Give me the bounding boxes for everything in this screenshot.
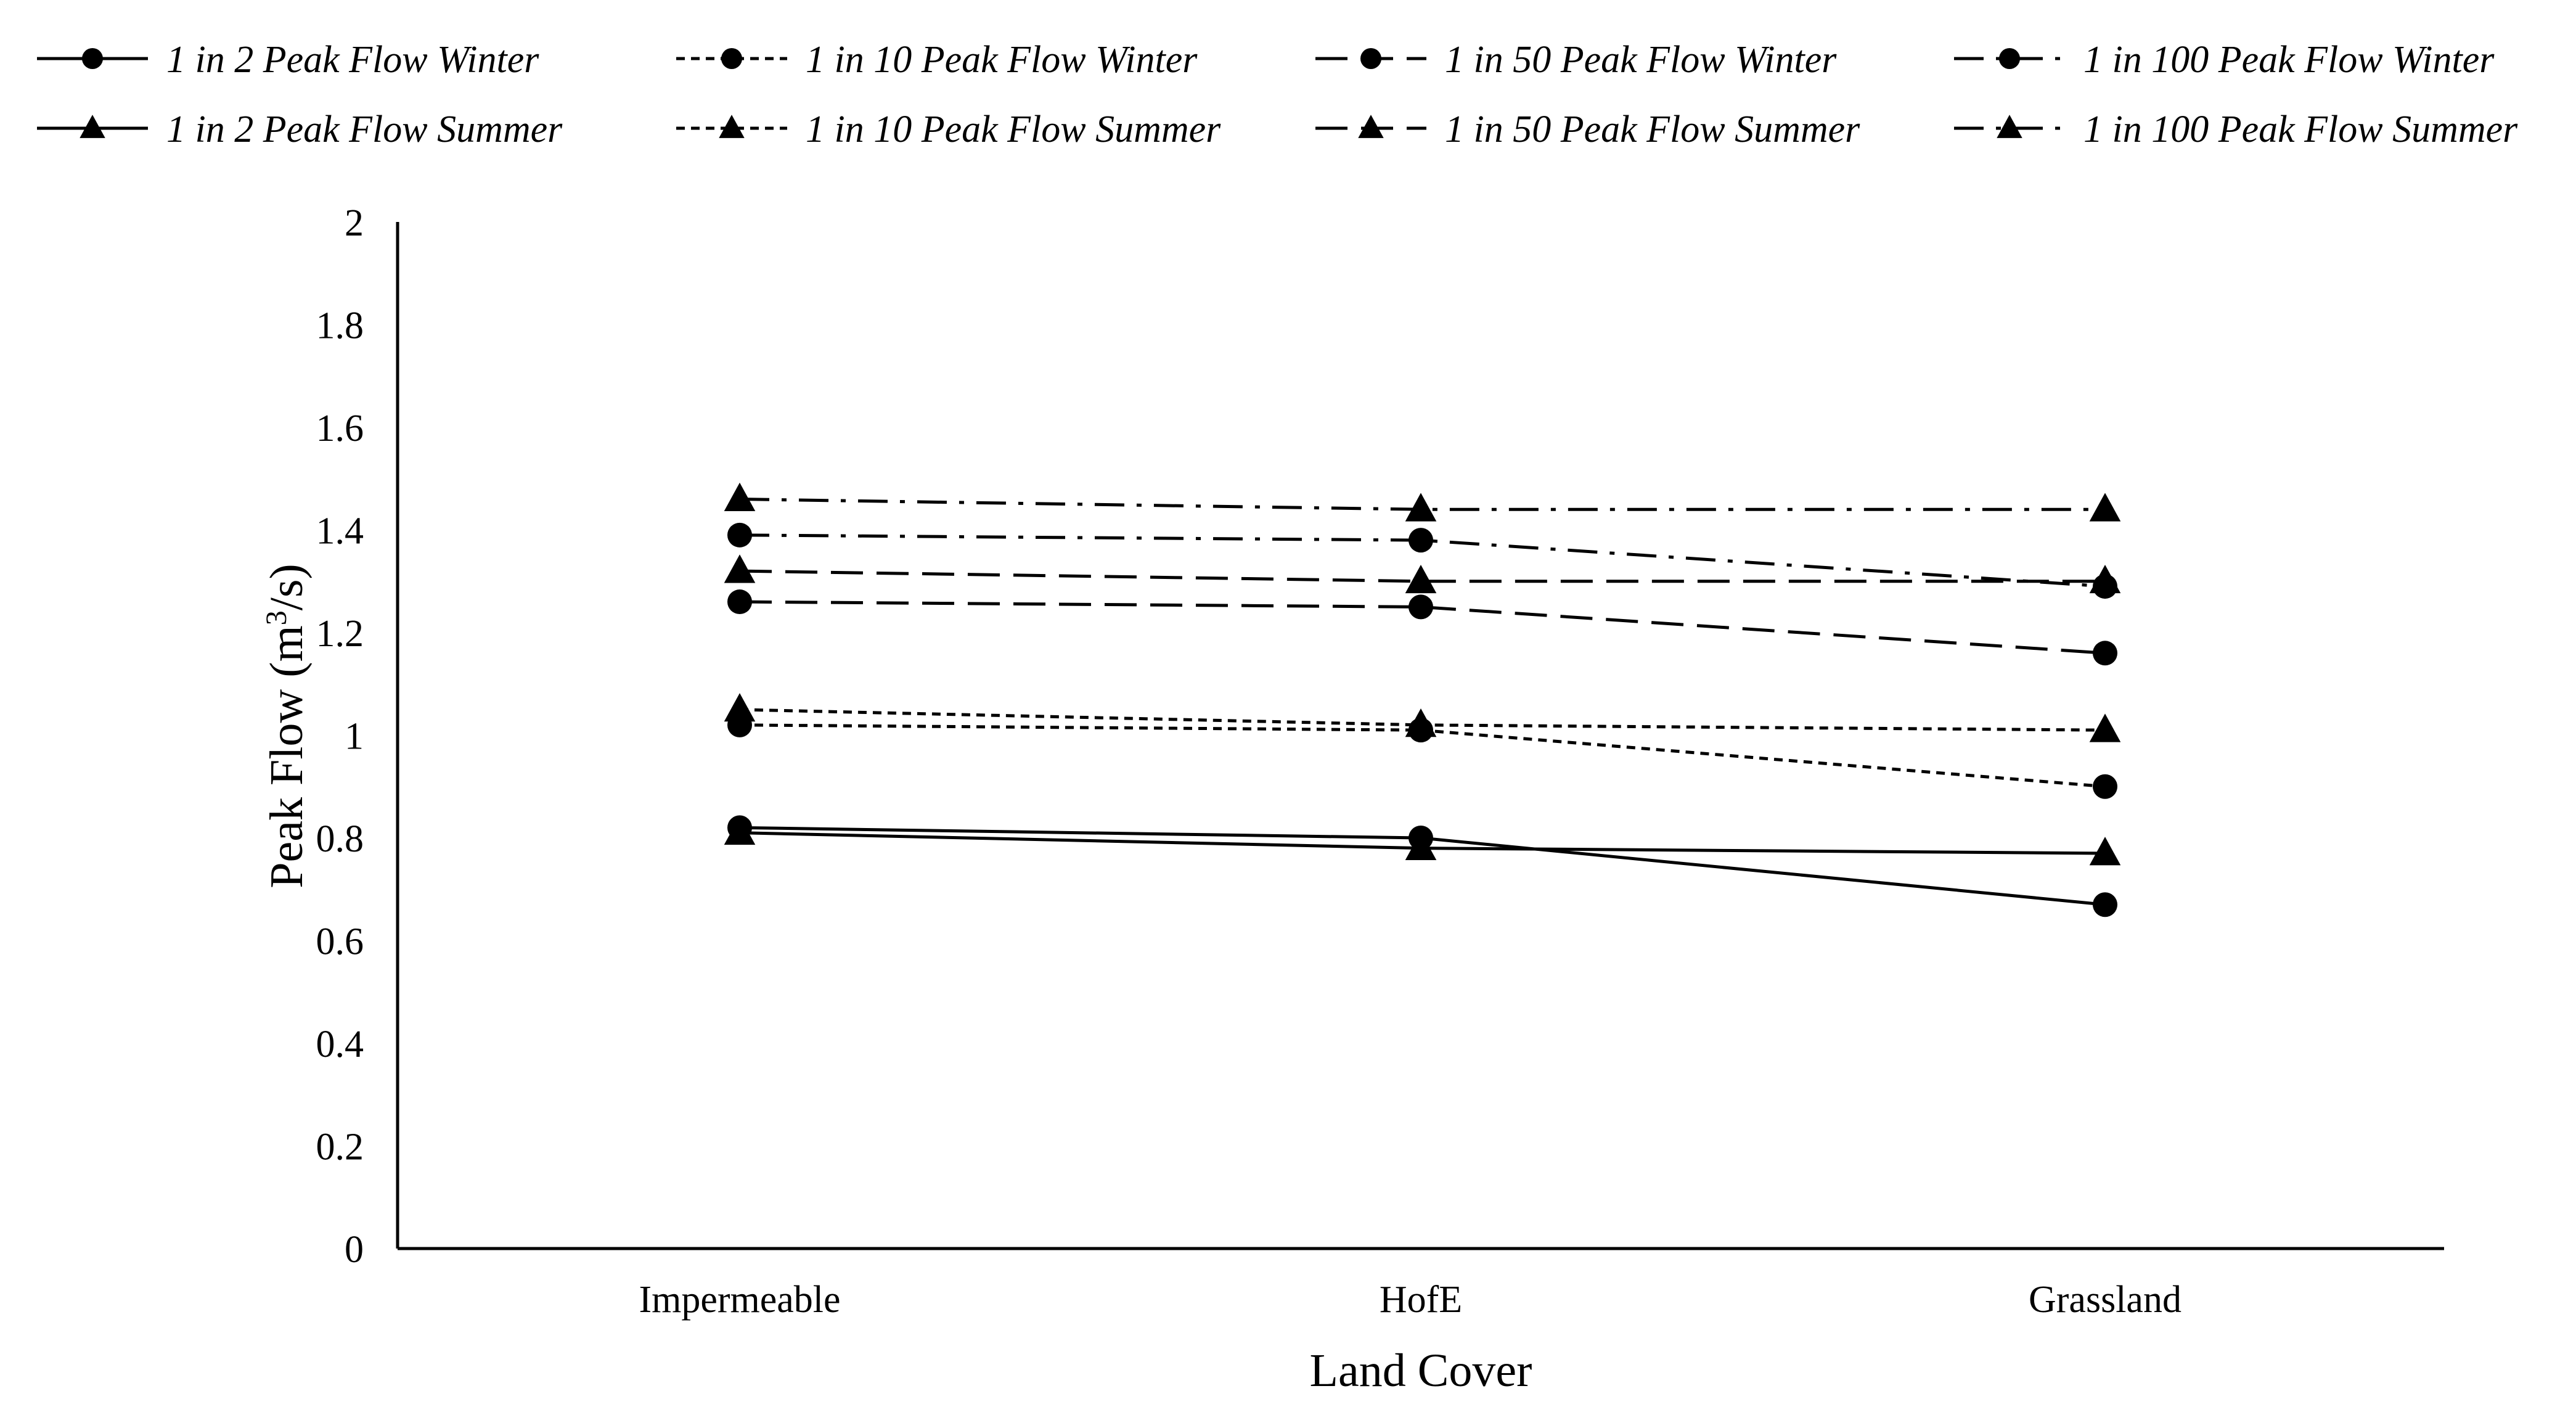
y-tick-label: 0.4 (316, 1023, 364, 1065)
y-tick-label: 0.8 (316, 818, 364, 860)
series-7 (724, 554, 2121, 594)
legend-marker (1999, 48, 2020, 69)
legend-marker (1997, 115, 2022, 138)
data-point (1405, 708, 1437, 737)
x-tick-label: Impermeable (639, 1279, 840, 1321)
legend-label: 1 in 10 Peak Flow Winter (806, 39, 1198, 81)
legend-item: 1 in 100 Peak Flow Winter (1954, 39, 2495, 81)
series-layer (724, 482, 2121, 917)
series-8 (724, 482, 2121, 522)
data-point (2093, 774, 2117, 799)
series-6 (724, 693, 2121, 742)
y-tick-label: 1.8 (316, 305, 364, 347)
data-point (724, 693, 756, 722)
y-tick-label: 1.4 (316, 511, 364, 552)
data-point (2089, 713, 2121, 742)
legend-item: 1 in 2 Peak Flow Summer (37, 109, 563, 150)
data-point (2089, 564, 2121, 594)
data-point (724, 554, 756, 583)
data-point (727, 522, 752, 548)
y-axis-title-sup: 3 (260, 610, 293, 625)
legend-marker (1360, 48, 1381, 69)
data-point (2089, 493, 2121, 522)
series-3 (727, 589, 2117, 666)
legend-item: 1 in 100 Peak Flow Summer (1954, 109, 2518, 150)
data-point (1405, 493, 1437, 522)
legend-item: 1 in 50 Peak Flow Winter (1315, 39, 1837, 81)
series-5 (724, 816, 2121, 866)
y-tick-label: 1.2 (316, 613, 364, 655)
legend-marker (721, 48, 742, 69)
legend-item: 1 in 10 Peak Flow Summer (676, 109, 1221, 150)
data-point (1409, 594, 1433, 620)
legend-item: 1 in 2 Peak Flow Winter (37, 39, 539, 81)
legend: 1 in 2 Peak Flow Winter 1 in 10 Peak Flow… (37, 39, 2518, 150)
x-tick-labels: Impermeable HofE Grassland (639, 1279, 2181, 1321)
legend-item: 1 in 50 Peak Flow Summer (1315, 109, 1860, 150)
x-tick-label: Grassland (2029, 1279, 2181, 1321)
series-line (739, 498, 2105, 511)
legend-marker (1358, 115, 1384, 138)
legend-marker (719, 115, 745, 138)
x-axis-title: Land Cover (1310, 1345, 1532, 1397)
y-axis-title-tail: /s) (261, 564, 313, 610)
y-tick-label: 0.2 (316, 1126, 364, 1168)
y-tick-label: 2 (345, 202, 364, 244)
legend-item: 1 in 10 Peak Flow Winter (676, 39, 1198, 81)
legend-marker (80, 115, 105, 138)
legend-marker (82, 48, 103, 69)
y-tick-labels: 0 0.2 0.4 0.6 0.8 1 1.2 1.4 1.6 1.8 2 (316, 202, 364, 1271)
data-point (727, 589, 752, 615)
legend-label: 1 in 100 Peak Flow Winter (2083, 39, 2495, 81)
data-point (2093, 641, 2117, 666)
legend-label: 1 in 10 Peak Flow Summer (806, 109, 1221, 150)
axes (396, 222, 2444, 1250)
legend-label: 1 in 100 Peak Flow Summer (2083, 109, 2518, 150)
data-point (1405, 831, 1437, 861)
legend-label: 1 in 50 Peak Flow Winter (1445, 39, 1837, 81)
data-point (724, 482, 756, 511)
legend-label: 1 in 50 Peak Flow Summer (1445, 109, 1860, 150)
x-tick-label: HofE (1380, 1279, 1462, 1321)
data-point (724, 816, 756, 845)
series-line (739, 533, 2106, 588)
y-axis-title: Peak Flow (m3/s) (260, 564, 313, 888)
data-point (2089, 837, 2121, 866)
legend-label: 1 in 2 Peak Flow Summer (166, 109, 563, 150)
y-tick-label: 1.6 (316, 408, 364, 449)
data-point (1405, 564, 1437, 594)
y-tick-label: 0 (345, 1229, 364, 1271)
legend-label: 1 in 2 Peak Flow Winter (166, 39, 539, 81)
y-tick-label: 0.6 (316, 921, 364, 963)
data-point (1409, 528, 1433, 553)
data-point (2093, 892, 2117, 917)
y-axis-title-main: Peak Flow (m (261, 625, 313, 888)
y-tick-label: 1 (345, 716, 364, 758)
